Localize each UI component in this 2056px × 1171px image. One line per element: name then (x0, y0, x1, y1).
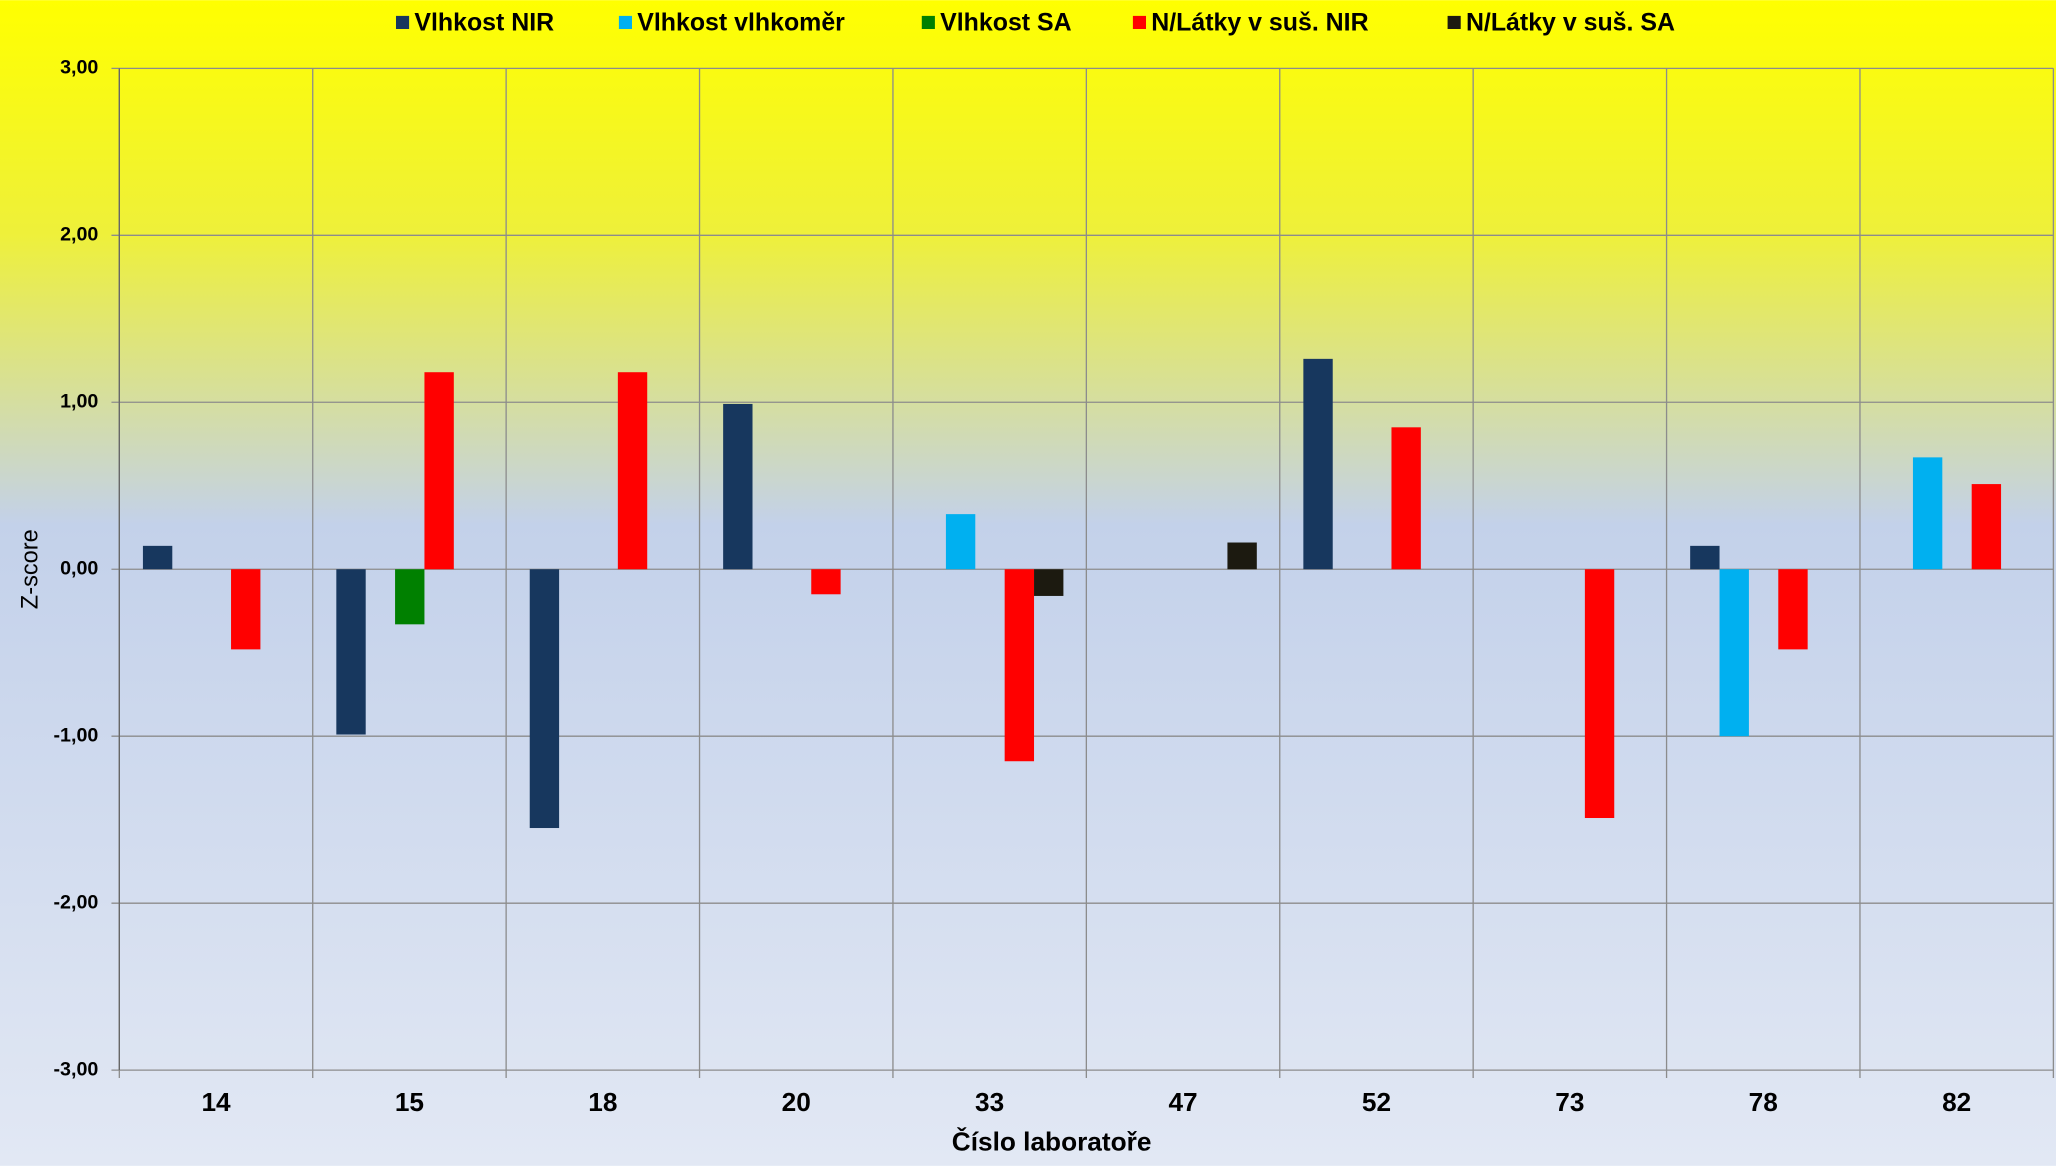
y-tick-label: 1,00 (60, 390, 98, 412)
bar (142, 545, 173, 570)
y-tick-label: 2,00 (60, 223, 98, 245)
legend-label: Vlhkost SA (940, 8, 1071, 36)
bar (1778, 569, 1808, 650)
x-tick-label: 78 (1749, 1087, 1778, 1117)
x-tick-label: 33 (975, 1087, 1004, 1117)
bar (1004, 569, 1035, 762)
x-tick-label: 14 (201, 1087, 231, 1117)
bar (617, 372, 648, 570)
y-tick-label: -1,00 (54, 724, 99, 746)
bar (1227, 542, 1257, 570)
y-tick-label: 3,00 (60, 57, 98, 79)
legend-marker (618, 15, 633, 30)
y-tick-label: -3,00 (54, 1058, 99, 1080)
y-axis-title: Z-score (18, 529, 44, 609)
bar (1303, 358, 1333, 570)
bar (336, 569, 366, 735)
legend-marker (395, 15, 410, 30)
bar (723, 403, 753, 570)
bar (1971, 484, 2002, 570)
x-tick-label: 52 (1362, 1087, 1391, 1117)
legend-label: N/Látky v suš. SA (1466, 8, 1675, 36)
legend-label: Vlhkost NIR (414, 8, 554, 36)
x-tick-label: 20 (782, 1087, 811, 1117)
bar (1584, 569, 1615, 819)
bar (424, 372, 454, 570)
bar (1391, 427, 1421, 570)
x-axis-title: Číslo laboratoře (952, 1126, 1152, 1156)
bar (1912, 457, 1943, 570)
bar (1034, 569, 1064, 596)
bar (945, 514, 976, 570)
x-tick-label: 15 (395, 1087, 424, 1117)
bar (395, 569, 425, 625)
x-tick-label: 73 (1555, 1087, 1584, 1117)
legend-label: Vlhkost vlhkoměr (637, 8, 845, 36)
bar (1690, 545, 1720, 570)
legend-marker (1447, 15, 1461, 30)
bar (811, 569, 841, 595)
bar (529, 569, 560, 829)
legend-marker (1132, 15, 1147, 30)
x-tick-label: 82 (1942, 1087, 1971, 1117)
legend-marker (921, 15, 935, 30)
bar (231, 569, 261, 650)
x-tick-label: 18 (588, 1087, 617, 1117)
y-tick-label: 0,00 (60, 557, 98, 579)
bar (1719, 569, 1749, 737)
y-tick-label: -2,00 (54, 891, 99, 913)
x-tick-label: 47 (1168, 1087, 1197, 1117)
legend-label: N/Látky v suš. NIR (1151, 8, 1368, 36)
